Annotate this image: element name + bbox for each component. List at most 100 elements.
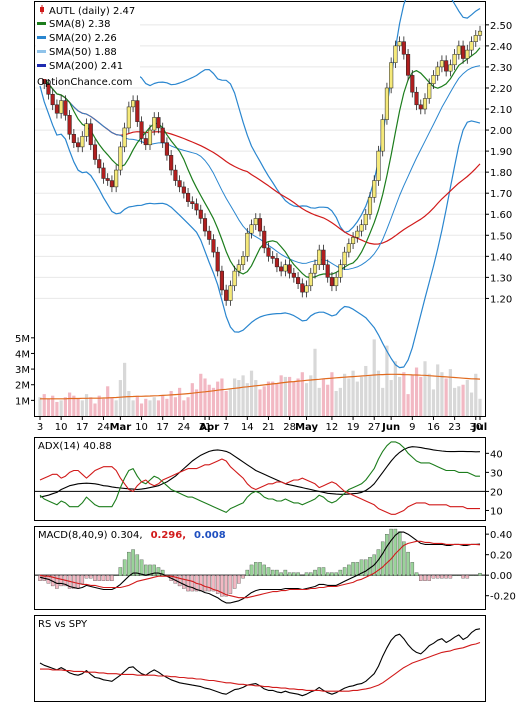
candle-body: [287, 264, 292, 274]
candle-body: [131, 100, 136, 108]
date-tick-label: 28: [283, 422, 296, 433]
macd-histogram-bar: [232, 575, 237, 589]
volume-bar: [237, 380, 241, 416]
volume-bar: [63, 397, 67, 416]
adx-minus_di-line: [39, 458, 480, 515]
macd-histogram-bar: [97, 575, 101, 581]
macd-histogram-bar: [313, 569, 317, 576]
volume-bar: [330, 372, 334, 416]
volume-bar: [76, 398, 80, 416]
candle-body: [194, 203, 199, 211]
date-tick-label: Jun: [381, 422, 400, 433]
candle-body: [224, 289, 229, 301]
volume-y-axis: 1M 2M 3M 4M 5M: [15, 334, 35, 407]
candle-body: [232, 270, 237, 287]
candle-body: [448, 64, 453, 72]
macd-histogram-bar: [435, 575, 440, 579]
adx-adx-line: [39, 446, 481, 498]
candle-body: [262, 230, 267, 249]
volume-bar: [211, 387, 216, 416]
svg-text:SMA(200) 2.41: SMA(200) 2.41: [49, 61, 123, 72]
volume-bar: [393, 361, 397, 416]
volume-bar: [444, 378, 448, 416]
volume-bar: [233, 378, 237, 416]
volume-bar: [190, 383, 194, 416]
macd-histogram-bar: [431, 575, 436, 579]
macd-histogram-bar: [478, 572, 482, 576]
candle-body: [452, 54, 457, 66]
macd-tick-label: 0.40: [490, 530, 512, 541]
macd-histogram-bar: [474, 575, 478, 576]
candle-body: [312, 264, 318, 274]
volume-bar: [321, 378, 326, 416]
legend-value: 2.41: [101, 61, 123, 72]
macd-histogram-bar: [292, 572, 296, 576]
macd-histogram-bar: [139, 559, 144, 576]
volume-bar: [148, 400, 152, 416]
volume-bar: [207, 384, 211, 416]
date-tick-label: 27: [368, 422, 381, 433]
candle-body: [249, 224, 254, 234]
macd-histogram-bar: [309, 572, 313, 576]
macd-histogram-bar: [118, 567, 123, 576]
legend: AUTL (daily) 2.47 SMA(8) 2.38 SMA(20) 2.…: [36, 3, 140, 88]
date-tick-label: 24: [177, 422, 190, 433]
macd-histogram-bar: [127, 551, 131, 576]
macd-histogram-bar: [296, 572, 300, 576]
date-tick-label: 10: [135, 422, 148, 433]
adx-tick-label: 30: [490, 468, 503, 479]
volume-bar: [186, 397, 190, 416]
candle-body: [397, 41, 402, 47]
volume-bar: [59, 400, 63, 416]
volume-bar: [55, 401, 59, 416]
candle-body: [84, 123, 89, 137]
volume-bar: [258, 389, 262, 416]
legend-value: 2.38: [88, 19, 110, 30]
volume-bar: [368, 375, 372, 416]
volume-bar: [156, 400, 161, 416]
volume-bar: [359, 376, 364, 416]
volume-bar: [338, 387, 342, 416]
volume-bar: [178, 387, 182, 416]
price-y-axis: 1.20 1.30 1.40 1.50 1.60 1.70 1.80 1.90 2.00 2.10…: [485, 21, 512, 305]
price-tick-label: 2.40: [490, 42, 512, 53]
macd-histogram-bar: [148, 564, 152, 576]
volume-bar: [262, 386, 266, 416]
volume-bar: [194, 389, 199, 416]
macd-histogram-bar: [211, 575, 216, 592]
date-tick-label: 7: [223, 422, 229, 433]
candle-body: [97, 159, 102, 169]
price-tick-label: 1.20: [490, 294, 512, 305]
volume-bar: [419, 376, 423, 416]
volume-bar: [106, 386, 110, 416]
macd-histogram-bar: [177, 575, 182, 587]
candle-body: [92, 144, 98, 160]
volume-bar: [216, 381, 220, 416]
macd-histogram-bar: [279, 572, 283, 576]
candle-body: [54, 104, 59, 114]
macd-panel: -0.20 0.00 0.20 0.40: [35, 528, 516, 604]
volume-bar: [351, 370, 355, 416]
macd-histogram-bar: [380, 541, 385, 576]
bollinger-lower-line: [39, 85, 481, 369]
macd-histogram-bar: [330, 572, 334, 576]
candle-body: [418, 104, 423, 110]
legend-entry-sma50: SMA(50) 1.88: [37, 47, 117, 58]
macd-histogram-bar: [122, 559, 127, 576]
candle-body: [406, 54, 411, 76]
svg-text:ADX(14) 40.88: ADX(14) 40.88: [38, 441, 112, 452]
volume-bar: [224, 390, 228, 416]
candle-body: [198, 209, 203, 219]
macd-histogram-bar: [262, 564, 266, 576]
candle-body: [241, 256, 246, 266]
macd-histogram-bar: [359, 559, 364, 576]
volume-bar: [139, 403, 144, 416]
adx-tick-label: 20: [490, 487, 503, 498]
macd-histogram-bar: [347, 564, 351, 576]
macd-histogram-bar: [182, 575, 186, 589]
volume-bar: [385, 345, 389, 416]
macd-histogram-bar: [80, 575, 85, 584]
macd-histogram-bar: [283, 569, 288, 576]
volume-bar: [101, 398, 106, 416]
volume-bar: [42, 394, 46, 416]
